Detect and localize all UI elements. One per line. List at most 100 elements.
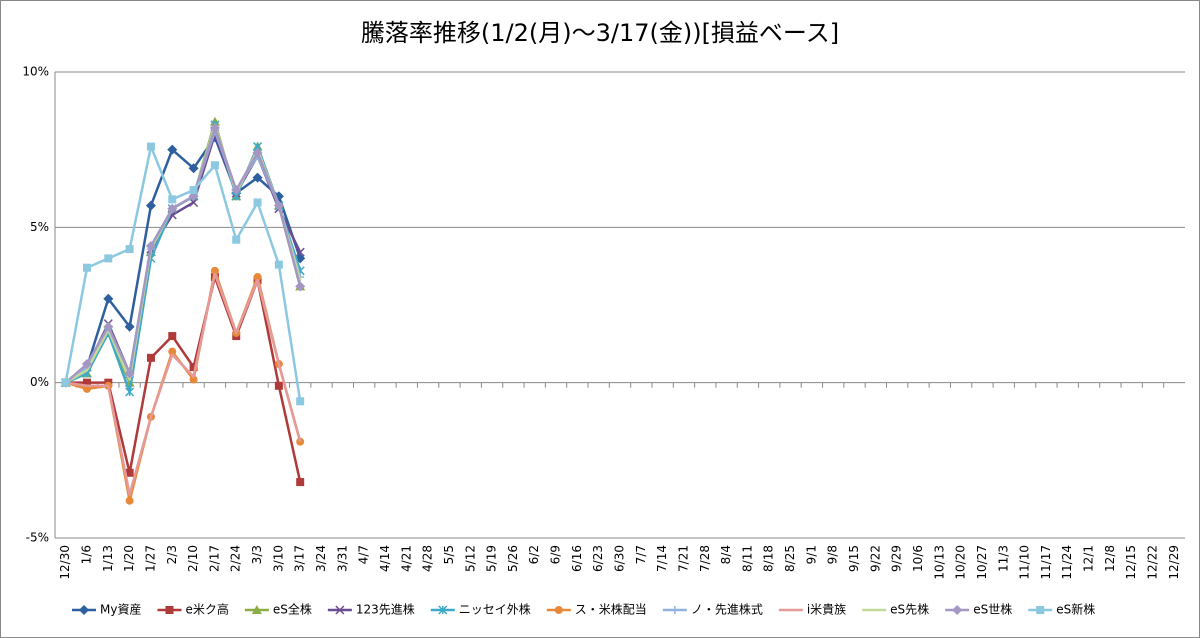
marker (146, 353, 155, 362)
marker (952, 605, 963, 615)
x-tick-label: 2/17 (207, 545, 221, 572)
legend-label: i米貴族 (807, 603, 846, 617)
x-tick-label: 9/15 (847, 545, 861, 572)
marker (125, 496, 134, 505)
legend-entry: My資産 (72, 602, 141, 617)
x-tick-label: 12/29 (1167, 545, 1181, 580)
x-tick-label: 6/30 (613, 545, 627, 572)
marker (189, 363, 198, 372)
legend-label: ノ・先進株式 (691, 602, 763, 617)
y-tick-label: 0% (30, 375, 49, 389)
marker (167, 144, 178, 155)
legend-label: eS先株 (890, 602, 929, 617)
marker (209, 122, 220, 133)
legend-entry: e米ク高 (157, 602, 229, 617)
y-tick-label: 10% (22, 65, 49, 79)
legend-label: ニッセイ外株 (459, 602, 531, 617)
x-tick-label: 3/10 (271, 545, 285, 572)
x-tick-label: 10/20 (954, 545, 968, 580)
x-tick-label: 2/3 (165, 545, 179, 564)
x-tick-label: 12/8 (1103, 545, 1117, 572)
x-tick-label: 7/7 (634, 545, 648, 564)
legend-entry: ニッセイ外株 (430, 602, 531, 617)
x-tick-label: 1/20 (122, 545, 136, 572)
marker (145, 240, 156, 251)
x-tick-label: 4/7 (357, 545, 371, 564)
marker (81, 359, 92, 370)
y-tick-label: 5% (30, 220, 49, 234)
legend-entry: 123先進株 (327, 602, 415, 617)
marker (61, 378, 70, 387)
marker (79, 605, 89, 615)
legend-label: ス・米株配当 (575, 602, 647, 617)
series-line (65, 272, 302, 496)
x-tick-label: 6/23 (591, 545, 605, 572)
x-tick-label: 2/24 (229, 545, 243, 572)
x-tick-label: 9/22 (868, 545, 882, 572)
x-tick-label: 5/5 (442, 545, 456, 564)
x-tick-label: 5/19 (485, 545, 499, 572)
marker (188, 163, 199, 174)
x-tick-label: 3/24 (314, 545, 328, 572)
x-tick-label: 4/28 (421, 545, 435, 572)
x-tick-label: 7/14 (655, 545, 669, 572)
marker (165, 606, 174, 614)
marker (670, 606, 679, 614)
x-tick-label: 11/3 (996, 545, 1010, 572)
marker (274, 381, 283, 390)
marker (125, 387, 135, 397)
marker (253, 273, 262, 282)
marker (252, 147, 263, 158)
marker (274, 260, 283, 269)
marker (103, 321, 114, 332)
x-tick-label: 8/4 (719, 545, 733, 564)
marker (554, 606, 563, 614)
x-tick-label: 9/8 (826, 545, 840, 564)
x-tick-label: 6/9 (549, 545, 563, 564)
y-tick-label: -5% (26, 531, 49, 545)
marker (104, 254, 113, 263)
marker (82, 263, 91, 272)
marker (1036, 606, 1045, 614)
marker (189, 186, 198, 195)
x-tick-label: 10/27 (975, 545, 989, 580)
x-tick-label: 8/11 (740, 545, 754, 572)
x-tick-label: 10/13 (932, 545, 946, 580)
legend-entry: eS世株 (945, 602, 1012, 617)
x-tick-label: 11/24 (1060, 545, 1074, 580)
x-tick-label: 9/29 (890, 545, 904, 572)
marker (167, 203, 178, 214)
x-tick-label: 11/10 (1018, 545, 1032, 580)
marker (295, 247, 305, 257)
x-tick-label: 4/14 (378, 545, 392, 572)
marker (146, 142, 155, 151)
marker (124, 321, 135, 332)
marker (145, 200, 156, 211)
x-tick-label: 12/30 (58, 545, 72, 580)
x-tick-label: 3/31 (335, 545, 349, 572)
x-tick-label: 2/10 (186, 545, 200, 572)
x-tick-label: 1/13 (101, 545, 115, 572)
marker (296, 478, 305, 487)
marker (273, 200, 284, 211)
x-tick-label: 5/26 (506, 545, 520, 572)
x-tick-label: 1/6 (79, 545, 93, 564)
x-tick-label: 3/3 (250, 545, 264, 564)
x-tick-label: 3/17 (293, 545, 307, 572)
x-tick-label: 12/22 (1146, 545, 1160, 580)
marker (253, 198, 262, 207)
marker (189, 375, 198, 384)
legend-entry: eS新株 (1028, 602, 1095, 617)
x-tick-label: 6/16 (570, 545, 584, 572)
marker (82, 378, 91, 387)
legend-entry: ス・米株配当 (546, 602, 647, 617)
marker (168, 195, 177, 204)
marker (232, 235, 241, 244)
legend-entry: i米貴族 (778, 603, 846, 617)
marker (252, 172, 263, 183)
x-tick-label: 1/27 (143, 545, 157, 572)
x-tick-label: 8/18 (762, 545, 776, 572)
marker (438, 605, 448, 615)
